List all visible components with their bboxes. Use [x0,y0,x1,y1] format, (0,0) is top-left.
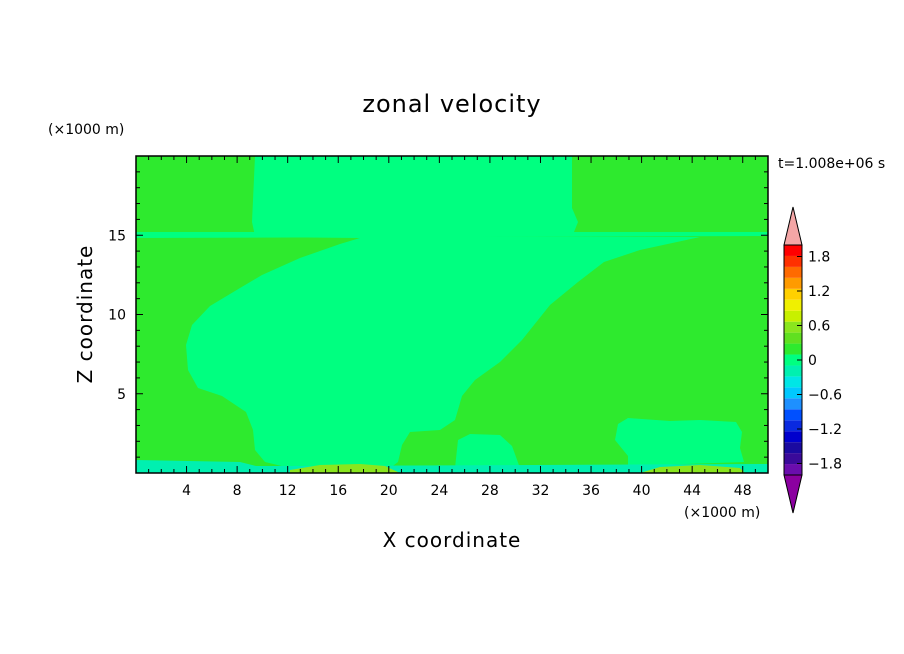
colorbar-swatch [784,321,802,333]
colorbar-label: 0.6 [808,319,830,335]
colorbar-high-arrow [783,206,803,246]
y-tick-label: 15 [108,228,126,244]
colorbar-label: 1.2 [808,284,830,300]
colorbar-swatch [784,398,802,410]
colorbar-swatch [784,442,802,454]
colorbar-label: 1.8 [808,250,830,266]
colorbar-swatch [784,365,802,377]
colorbar-label: −1.8 [808,457,842,473]
colorbar-swatch [784,464,802,475]
plot-area [136,156,768,473]
region-surface-jet-center [290,464,400,473]
y-tick-label: 10 [108,308,126,324]
region-bump-x28 [455,434,520,468]
colorbar-swatch [784,343,802,355]
colorbar-swatch [784,310,802,322]
x-tick-label: 40 [633,483,651,499]
colorbar-label: 0 [808,353,817,369]
x-axis-title: X coordinate [383,528,522,552]
colorbar-swatch [784,354,802,366]
x-tick-label: 36 [582,483,600,499]
colorbar-label: −0.6 [808,388,842,404]
colorbar-swatch [784,376,802,388]
time-label: t=1.008e+06 s [778,156,885,172]
y-axis-ticks: 5 10 15 [108,171,768,458]
region-lower-right-patch [615,418,744,466]
colorbar-swatch [784,453,802,465]
x-tick-label: 16 [329,483,347,499]
colorbar-swatch [784,420,802,432]
x-tick-label: 24 [430,483,448,499]
colorbar-swatch [784,255,802,267]
x-tick-label: 44 [683,483,701,499]
colorbar: 1.8 1.2 0.6 0 −0.6 −1.2 −1.8 [783,206,842,514]
x-tick-label: 32 [532,483,550,499]
colorbar-swatch [784,332,802,344]
colorbar-swatch [784,266,802,278]
x-tick-label: 48 [734,483,752,499]
chart-title: zonal velocity [362,90,541,118]
colorbar-swatch [784,245,802,256]
colorbar-swatch [784,431,802,443]
colorbar-low-arrow [783,474,803,514]
y-axis-title: Z coordinate [73,245,97,384]
x-tick-label: 20 [380,483,398,499]
colorbar-swatch [784,277,802,289]
region-mid-diagonal [136,236,700,468]
colorbar-swatch [784,409,802,421]
region-upper-central-band [252,156,578,236]
colorbar-swatch [784,387,802,399]
x-axis-ticks: 4 8 12 16 20 24 28 32 36 40 44 48 [148,156,756,499]
x-tick-label: 4 [182,483,191,499]
colorbar-swatch [784,299,802,311]
x-tick-label: 8 [233,483,242,499]
y-tick-label: 5 [117,387,126,403]
x-unit-label: (×1000 m) [684,505,760,521]
y-unit-label: (×1000 m) [48,122,124,138]
x-tick-label: 28 [481,483,499,499]
x-tick-label: 12 [279,483,297,499]
colorbar-label: −1.2 [808,422,842,438]
colorbar-swatch [784,288,802,300]
